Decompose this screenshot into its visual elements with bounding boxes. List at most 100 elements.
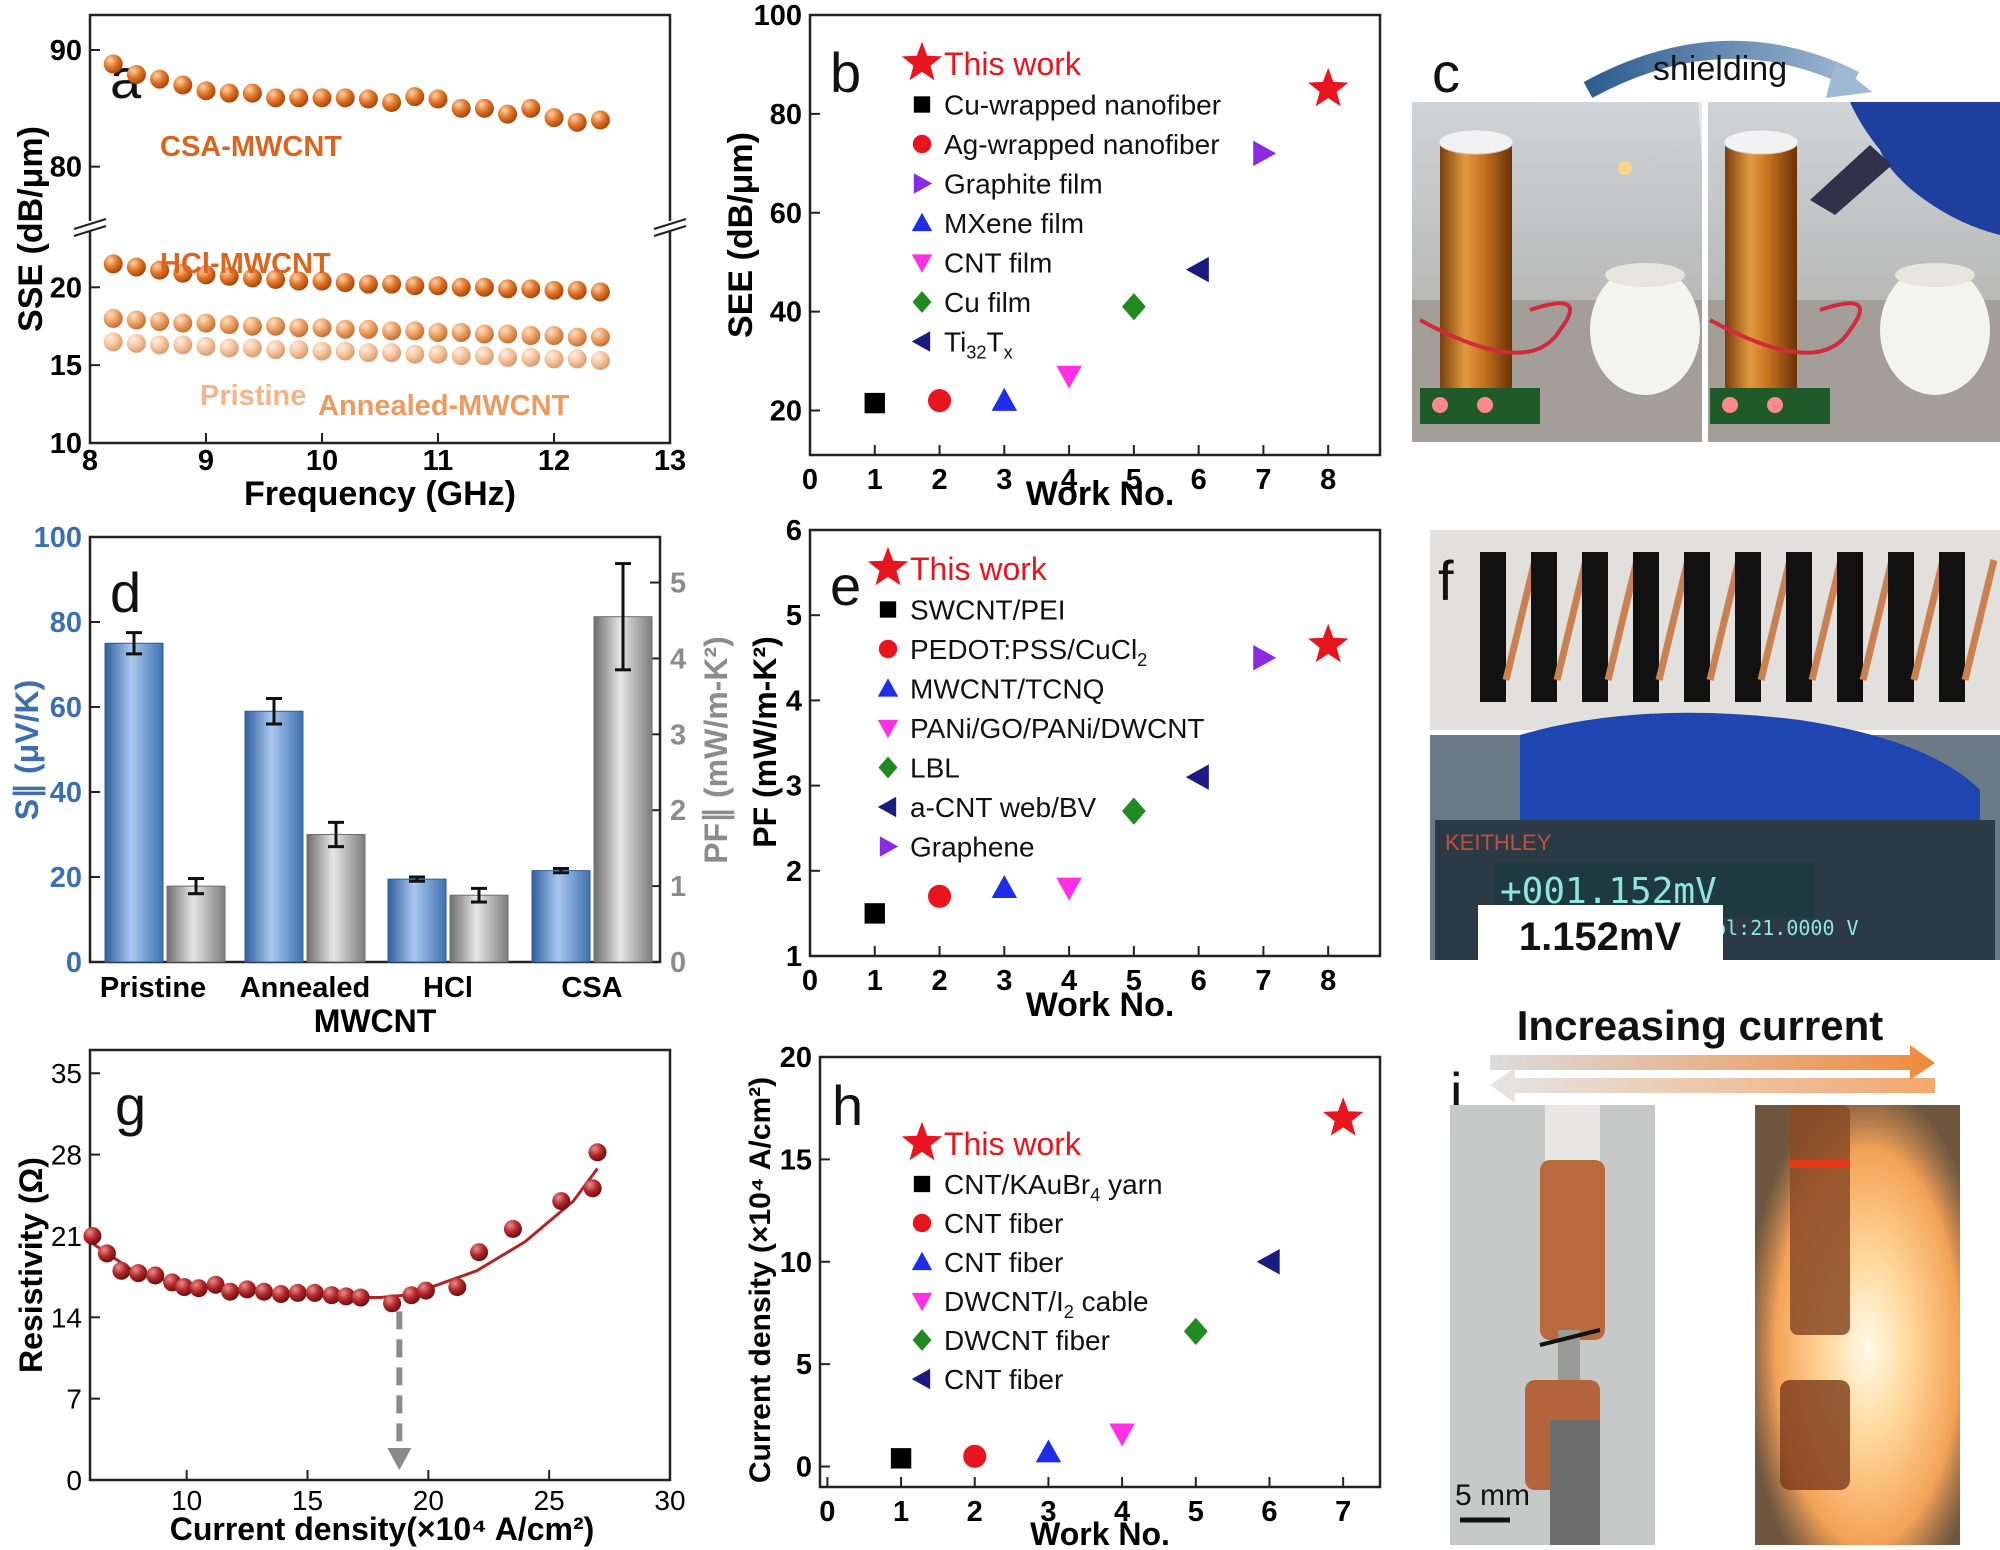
axis-break-mark — [73, 225, 107, 237]
data-point — [864, 903, 885, 924]
legend-label: DWCNT fiber — [944, 1325, 1110, 1356]
panel-g-ylabel: Resistivity (Ω) — [13, 1157, 49, 1373]
data-point — [927, 389, 952, 413]
data-point — [242, 316, 262, 336]
label-pristine: Pristine — [200, 380, 306, 412]
data-point — [150, 312, 170, 332]
y-tick-label: 4 — [786, 685, 802, 717]
coil-cap-right — [1723, 129, 1799, 155]
y-tick-label: 40 — [770, 297, 802, 329]
data-point — [890, 1448, 912, 1469]
panel-b-data — [864, 67, 1349, 414]
data-point — [289, 318, 309, 338]
data-point — [544, 349, 564, 369]
data-point — [382, 321, 402, 341]
data-point — [335, 273, 355, 293]
y-tick-label: 10 — [50, 428, 82, 460]
panel-a-xlabel: Frequency (GHz) — [244, 475, 516, 513]
legend-marker — [912, 1213, 932, 1233]
legend-marker — [911, 212, 933, 232]
x-tick-label: 12 — [538, 445, 570, 477]
panel-d: d 0 20 40 60 80 100 0 1 2 3 4 5 Pristine Annealed HCl C… — [9, 522, 735, 1039]
data-point — [173, 75, 193, 95]
legend-label: Graphite film — [944, 169, 1103, 200]
x-tick-label: 0 — [802, 464, 818, 496]
legend-label: This work — [910, 551, 1048, 587]
y-tick-label-right: 5 — [670, 568, 686, 600]
legend-marker — [911, 254, 933, 273]
data-point — [196, 313, 216, 333]
legend-label: LBL — [910, 753, 960, 784]
data-point — [544, 326, 564, 346]
data-point — [1035, 1439, 1062, 1463]
x-tick-label: 3 — [996, 464, 1012, 496]
panel-e-data — [864, 623, 1349, 924]
data-point — [289, 88, 309, 108]
x-tick-label: 4 — [1114, 1496, 1130, 1528]
panel-b-axes: 0 1 2 3 4 5 6 7 8 20 40 60 80 100 — [754, 0, 1337, 496]
legend-marker — [901, 1121, 943, 1161]
panel-g-letter: g — [115, 1074, 146, 1137]
copper-clamp-top-left — [1540, 1160, 1605, 1340]
panel-b-letter: b — [830, 41, 861, 104]
x-tick-label: 25 — [534, 1485, 565, 1516]
increasing-arrow-top — [1490, 1045, 1935, 1080]
x-tick-label: HCl — [423, 972, 473, 1004]
data-point — [150, 260, 170, 280]
data-point — [474, 277, 494, 297]
panel-h-data — [890, 1097, 1364, 1469]
legend-marker — [912, 291, 932, 313]
data-point — [498, 279, 518, 299]
data-point — [588, 1143, 607, 1162]
data-point — [196, 265, 216, 285]
y-tick-label-right: 4 — [670, 643, 686, 675]
x-tick-label: 4 — [1061, 464, 1077, 496]
panel-d-axes: 0 20 40 60 80 100 0 1 2 3 4 5 Pristine Annealed HCl CSA — [34, 522, 687, 1004]
x-tick-label: 0 — [819, 1496, 835, 1528]
panel-g-axes: 10 15 20 25 30 0 7 14 21 28 35 — [51, 1058, 686, 1516]
data-point — [552, 1192, 571, 1211]
data-point — [219, 83, 239, 103]
data-point — [1056, 365, 1082, 389]
legend-label: Cu film — [944, 287, 1031, 318]
data-point — [312, 88, 332, 108]
legend-marker — [911, 1368, 931, 1390]
label-annealed-mwcnt: Annealed-MWCNT — [318, 390, 570, 422]
x-tick-label: 3 — [996, 965, 1012, 997]
y-tick-label: 2 — [786, 856, 802, 888]
y-tick-label: 7 — [66, 1384, 82, 1415]
data-point — [337, 1287, 356, 1306]
data-point — [474, 98, 494, 118]
panel-d-frame — [88, 535, 662, 964]
data-point — [266, 340, 286, 360]
data-point — [382, 274, 402, 294]
data-point — [448, 1278, 467, 1297]
data-point — [451, 277, 471, 297]
data-point — [126, 65, 146, 84]
panel-a-ylabel: SSE (dB/μm) — [12, 126, 50, 332]
data-point — [242, 268, 262, 288]
data-point — [351, 1288, 370, 1307]
voltage-label-box — [1478, 905, 1723, 965]
data-point — [590, 350, 610, 370]
data-point — [991, 875, 1018, 899]
data-point — [206, 1275, 225, 1294]
y-tick-label: 15 — [780, 1144, 812, 1176]
y-tick-label: 35 — [51, 1058, 82, 1089]
data-point — [335, 319, 355, 339]
x-tick-label: 7 — [1255, 464, 1271, 496]
legend-marker — [879, 601, 897, 618]
x-tick-label: 8 — [82, 445, 98, 477]
y-tick-label: 60 — [770, 198, 802, 230]
data-point — [521, 347, 541, 367]
data-point — [335, 341, 355, 361]
data-point — [266, 316, 286, 336]
data-point — [221, 1282, 240, 1301]
data-point — [521, 279, 541, 299]
panel-e-letter: e — [830, 554, 861, 617]
x-tick-label: 30 — [654, 1485, 685, 1516]
data-point — [219, 315, 239, 335]
panel-d-xlabel: MWCNT — [314, 1003, 437, 1039]
legend-marker — [877, 719, 899, 739]
